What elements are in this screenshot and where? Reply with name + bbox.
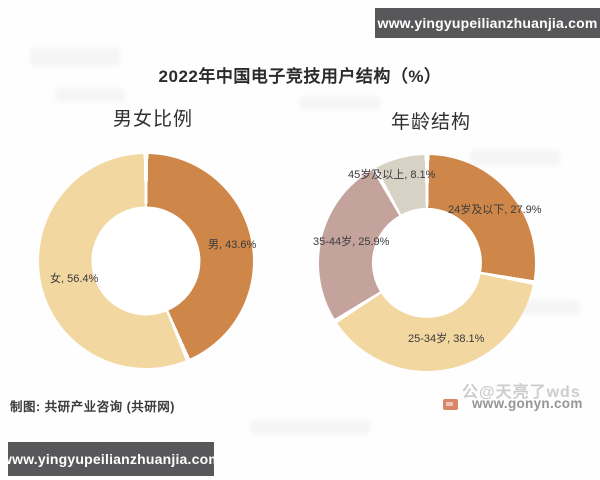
background-watermark-smudge (30, 48, 120, 66)
age-donut-chart (319, 155, 535, 371)
background-watermark-smudge (250, 420, 370, 434)
gender-donut-chart (39, 154, 253, 368)
background-watermark-smudge (300, 96, 380, 110)
signature-watermark: 公@天亮了wds (462, 384, 581, 401)
chart-credit: 制图: 共研产业咨询 (共研网) (10, 400, 175, 414)
slice-label-male: 男, 43.6% (208, 239, 257, 251)
source-site-watermark: www.gonyn.com (472, 396, 583, 411)
background-watermark-smudge (520, 300, 580, 314)
slice-label-45-plus: 45岁及以上, 8.1% (348, 169, 436, 181)
gonyn-logo-icon (443, 399, 458, 410)
slice-label-25-34: 25-34岁, 38.1% (408, 333, 485, 345)
slice-label-female: 女, 56.4% (50, 273, 99, 285)
slice-label-35-44: 35-44岁, 25.9% (313, 236, 390, 248)
slice-label-24-under: 24岁及以下, 27.9% (448, 204, 542, 216)
donut-hole (371, 207, 483, 319)
background-watermark-smudge (470, 150, 560, 166)
gender-chart-title: 男女比例 (113, 109, 194, 130)
background-watermark-smudge (55, 88, 125, 102)
age-chart-title: 年龄结构 (391, 112, 472, 133)
page-title: 2022年中国电子竞技用户结构（%） (158, 67, 442, 86)
bottom-left-watermark-banner: www.yingyupeilianzhuanjia.com (1, 442, 221, 476)
donut-hole (91, 206, 201, 316)
top-right-watermark-banner: www.yingyupeilianzhuanjia.com (375, 8, 600, 38)
